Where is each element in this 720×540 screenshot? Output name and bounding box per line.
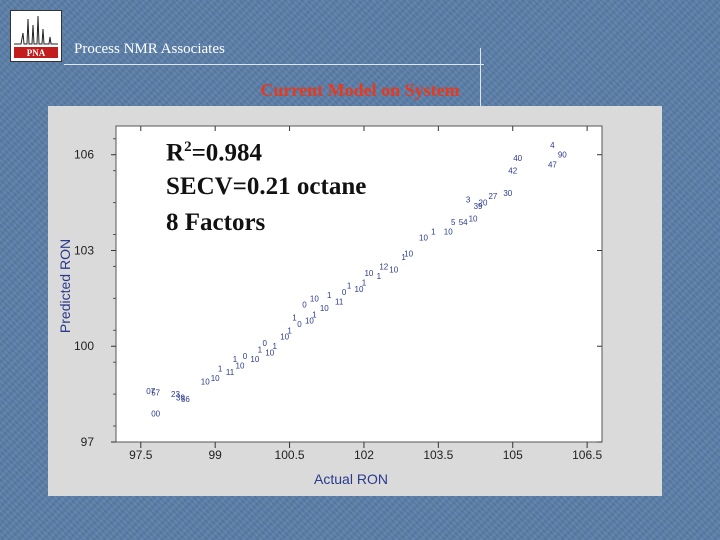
data-point: 30 bbox=[503, 189, 512, 198]
data-point: 10 bbox=[280, 333, 289, 342]
y-tick-label: 103 bbox=[74, 243, 94, 257]
chart-panel: 00 07 57 23 39 56 10 10 1 11 10 1 0 10 1 10 0 1 10 1 0 1 10 1 0 1… bbox=[48, 106, 662, 496]
data-point: 1 bbox=[287, 326, 292, 335]
data-point: 56 bbox=[181, 395, 190, 404]
data-point: 10 bbox=[364, 269, 373, 278]
data-point: 0 bbox=[263, 339, 268, 348]
data-point: 11 bbox=[335, 298, 344, 307]
organization-name: Process NMR Associates bbox=[74, 41, 225, 57]
data-point: 1 bbox=[218, 365, 223, 374]
data-point: 10 bbox=[419, 234, 428, 243]
data-point: 1 bbox=[401, 253, 406, 262]
data-point: 57 bbox=[151, 389, 160, 398]
data-point: 0 bbox=[342, 288, 347, 297]
data-point: 07 bbox=[146, 387, 155, 396]
data-point: 10 bbox=[469, 215, 478, 224]
data-point: 12 bbox=[379, 262, 388, 271]
y-axis-label: Predicted RON bbox=[57, 239, 73, 333]
data-point: 10 bbox=[305, 317, 314, 326]
data-point: 10 bbox=[250, 355, 259, 364]
data-point: 00 bbox=[151, 409, 160, 418]
data-point: 10 bbox=[320, 304, 329, 313]
slide-title: Current Model on System bbox=[260, 80, 460, 100]
data-point: 39 bbox=[474, 202, 483, 211]
data-point: 1 bbox=[258, 345, 263, 354]
data-point: 0 bbox=[302, 301, 307, 310]
data-point: 0 bbox=[297, 320, 302, 329]
data-point: 23 bbox=[171, 390, 180, 399]
x-tick-label: 106.5 bbox=[572, 448, 602, 462]
x-tick-label: 105 bbox=[503, 448, 523, 462]
data-point: 10 bbox=[310, 294, 319, 303]
data-point: 1 bbox=[347, 282, 352, 291]
data-point: 1 bbox=[362, 278, 367, 287]
y-tick-label: 106 bbox=[74, 148, 94, 162]
data-point: 1 bbox=[312, 310, 317, 319]
data-point: 20 bbox=[479, 199, 488, 208]
data-point: 1 bbox=[327, 291, 332, 300]
nmr-logo-icon: PNA bbox=[11, 11, 61, 61]
x-tick-label: 100.5 bbox=[275, 448, 305, 462]
y-tick-label: 100 bbox=[74, 339, 94, 353]
data-point: 10 bbox=[265, 349, 274, 358]
data-point: 42 bbox=[508, 167, 517, 176]
data-point: 10 bbox=[201, 377, 210, 386]
header-vertical-divider bbox=[480, 48, 481, 106]
r2-superscript: 2 bbox=[184, 139, 192, 155]
data-point: 11 bbox=[226, 368, 235, 377]
logo-letters: PNA bbox=[27, 48, 46, 58]
y-tick-label: 97 bbox=[81, 435, 95, 449]
data-point: 1 bbox=[377, 272, 382, 281]
data-point: 10 bbox=[355, 285, 364, 294]
x-tick-label: 97.5 bbox=[129, 448, 153, 462]
data-point: 40 bbox=[513, 154, 522, 163]
header-divider bbox=[64, 64, 484, 65]
secv-annotation: SECV=0.21 octane bbox=[166, 173, 367, 200]
data-point: 27 bbox=[488, 192, 497, 201]
data-point: 90 bbox=[558, 151, 567, 160]
x-axis-label: Actual RON bbox=[314, 471, 388, 487]
r-squared-annotation: R2=0.984 bbox=[166, 130, 262, 170]
data-point: 1 bbox=[292, 314, 297, 323]
data-point: 10 bbox=[389, 266, 398, 275]
data-point: 39 bbox=[176, 393, 185, 402]
x-tick-label: 102 bbox=[354, 448, 374, 462]
data-point: 1 bbox=[431, 227, 436, 236]
data-point: 5 bbox=[451, 218, 456, 227]
data-point: 54 bbox=[459, 218, 468, 227]
r2-value: =0.984 bbox=[191, 139, 263, 167]
x-tick-label: 103.5 bbox=[423, 448, 453, 462]
plot-area bbox=[115, 125, 603, 443]
data-point: 1 bbox=[272, 342, 277, 351]
data-point: 10 bbox=[404, 250, 413, 259]
r2-prefix: R bbox=[166, 139, 185, 167]
pna-logo: PNA bbox=[10, 10, 62, 62]
data-point: 3 bbox=[466, 195, 471, 204]
data-point: 10 bbox=[211, 374, 220, 383]
data-point: 10 bbox=[444, 227, 453, 236]
x-tick-label: 99 bbox=[209, 448, 223, 462]
data-point: 47 bbox=[548, 160, 557, 169]
data-point: 10 bbox=[236, 361, 245, 370]
data-point: 1 bbox=[233, 355, 238, 364]
factors-annotation: 8 Factors bbox=[166, 209, 266, 236]
data-point: 0 bbox=[243, 352, 248, 361]
data-point: 4 bbox=[550, 141, 555, 150]
